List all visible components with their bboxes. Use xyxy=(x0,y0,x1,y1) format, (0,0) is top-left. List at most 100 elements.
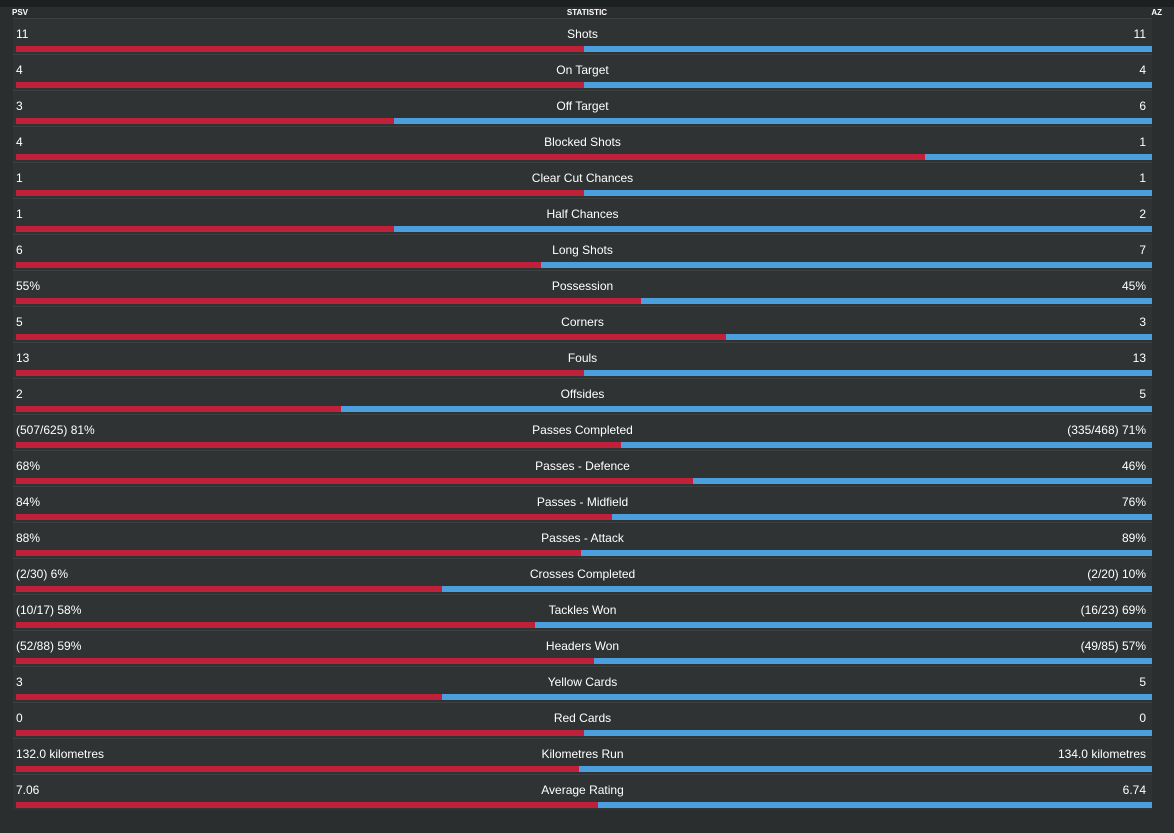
home-value: 1 xyxy=(16,171,23,185)
stat-row: (52/88) 59% Headers Won (49/85) 57% xyxy=(13,630,1152,666)
stat-label: Half Chances xyxy=(546,207,619,221)
stat-label: Kilometres Run xyxy=(541,747,624,761)
away-value: 89% xyxy=(1121,531,1146,545)
home-value: 55% xyxy=(16,279,41,293)
away-value: (335/468) 71% xyxy=(1067,423,1146,437)
stat-label: On Target xyxy=(556,63,609,77)
home-value: 2 xyxy=(16,387,23,401)
home-share-fill xyxy=(16,766,580,772)
home-share-fill xyxy=(16,658,595,664)
stat-label: Blocked Shots xyxy=(544,135,621,149)
away-value: 45% xyxy=(1121,279,1146,293)
comparison-bar xyxy=(16,802,1152,808)
away-value: 2 xyxy=(1139,207,1146,221)
home-value: (2/30) 6% xyxy=(16,567,69,581)
away-value: 13 xyxy=(1132,351,1146,365)
comparison-bar xyxy=(16,370,1152,376)
stat-label: Passes Completed xyxy=(532,423,633,437)
comparison-bar xyxy=(16,46,1152,52)
stat-label: Passes - Defence xyxy=(535,459,630,473)
stat-label: Corners xyxy=(561,315,604,329)
stat-row: 13 Fouls 13 xyxy=(13,342,1152,378)
home-share-fill xyxy=(16,334,726,340)
away-value: 76% xyxy=(1121,495,1146,509)
stat-row: (2/30) 6% Crosses Completed (2/20) 10% xyxy=(13,558,1152,594)
stat-label: Crosses Completed xyxy=(529,567,636,581)
stat-label: Tackles Won xyxy=(548,603,617,617)
home-share-fill xyxy=(16,514,613,520)
stat-row: 2 Offsides 5 xyxy=(13,378,1152,414)
stat-label: Possession xyxy=(551,279,614,293)
away-value: 5 xyxy=(1139,675,1146,689)
away-value: (2/20) 10% xyxy=(1087,567,1146,581)
comparison-bar xyxy=(16,658,1152,664)
away-value: 4 xyxy=(1139,63,1146,77)
comparison-bar xyxy=(16,226,1152,232)
stat-label: Clear Cut Chances xyxy=(531,171,634,185)
stat-label: Fouls xyxy=(567,351,598,365)
stat-row: 4 Blocked Shots 1 xyxy=(13,126,1152,162)
home-value: 132.0 kilometres xyxy=(16,747,105,761)
comparison-bar xyxy=(16,730,1152,736)
home-share-fill xyxy=(16,154,925,160)
away-value: 1 xyxy=(1139,171,1146,185)
away-value: 1 xyxy=(1139,135,1146,149)
home-share-fill xyxy=(16,550,581,556)
comparison-bar xyxy=(16,586,1152,592)
home-share-fill xyxy=(16,370,584,376)
home-share-fill xyxy=(16,802,598,808)
comparison-bar xyxy=(16,766,1152,772)
home-value: 4 xyxy=(16,135,23,149)
stat-row: (507/625) 81% Passes Completed (335/468) 7… xyxy=(13,414,1152,450)
stat-label: Yellow Cards xyxy=(547,675,618,689)
top-strip xyxy=(0,0,1174,7)
home-share-fill xyxy=(16,190,584,196)
home-value: 13 xyxy=(16,351,30,365)
stat-label: Passes - Attack xyxy=(541,531,624,545)
home-team-name: PSV xyxy=(12,8,29,17)
stat-row: 84% Passes - Midfield 76% xyxy=(13,486,1152,522)
comparison-bar xyxy=(16,442,1152,448)
comparison-bar xyxy=(16,622,1152,628)
stat-label: Shots xyxy=(567,27,598,41)
stat-label: Offsides xyxy=(560,387,605,401)
stat-row: 1 Half Chances 2 xyxy=(13,198,1152,234)
away-value: 6 xyxy=(1139,99,1146,113)
home-value: 4 xyxy=(16,63,23,77)
home-share-fill xyxy=(16,226,395,232)
home-value: 3 xyxy=(16,99,23,113)
stat-row: 55% Possession 45% xyxy=(13,270,1152,306)
away-value: 11 xyxy=(1133,27,1146,41)
home-value: 5 xyxy=(16,315,23,329)
comparison-bar xyxy=(16,550,1152,556)
stat-row: 3 Yellow Cards 5 xyxy=(13,666,1152,702)
comparison-bar xyxy=(16,478,1152,484)
stat-row: 4 On Target 4 xyxy=(13,54,1152,90)
home-share-fill xyxy=(16,478,694,484)
away-value: 7 xyxy=(1139,243,1146,257)
comparison-bar xyxy=(16,334,1152,340)
stats-list: 11 Shots 11 4 On Target 4 3 Off Target 6 4 Blocked… xyxy=(13,18,1152,810)
home-share-fill xyxy=(16,442,622,448)
away-value: 3 xyxy=(1139,315,1146,329)
comparison-bar xyxy=(16,82,1152,88)
stat-row: 68% Passes - Defence 46% xyxy=(13,450,1152,486)
stat-row: 3 Off Target 6 xyxy=(13,90,1152,126)
away-value: 46% xyxy=(1121,459,1146,473)
stat-row: 88% Passes - Attack 89% xyxy=(13,522,1152,558)
statistic-column-title: STATISTIC xyxy=(566,8,608,17)
away-value: 5 xyxy=(1139,387,1146,401)
home-value: 88% xyxy=(16,531,41,545)
home-share-fill xyxy=(16,46,584,52)
home-value: (10/17) 58% xyxy=(16,603,82,617)
home-value: 0 xyxy=(16,711,23,725)
stats-header: PSV STATISTIC AZ xyxy=(0,7,1174,18)
stat-row: 0 Red Cards 0 xyxy=(13,702,1152,738)
home-value: (507/625) 81% xyxy=(16,423,95,437)
home-share-fill xyxy=(16,694,442,700)
comparison-bar xyxy=(16,406,1152,412)
home-value: 7.06 xyxy=(16,783,40,797)
away-value: 134.0 kilometres xyxy=(1057,747,1146,761)
home-value: 1 xyxy=(16,207,23,221)
stat-row: 132.0 kilometres Kilometres Run 134.0 kilo… xyxy=(13,738,1152,774)
